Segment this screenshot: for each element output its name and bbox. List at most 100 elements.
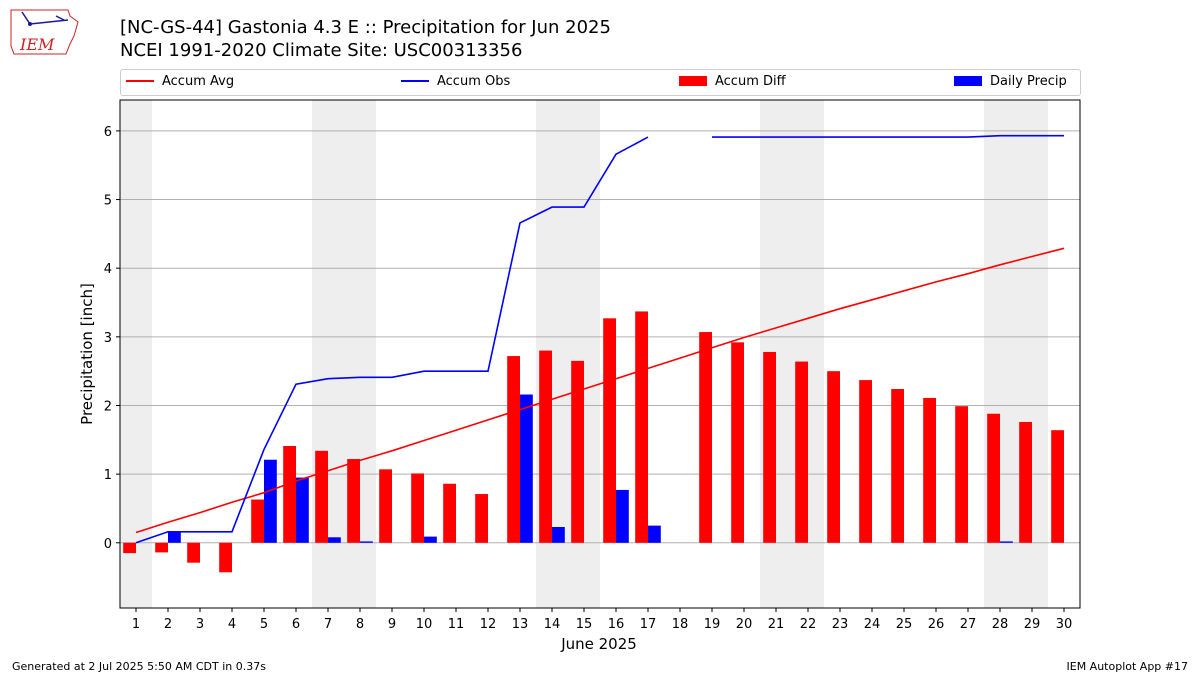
accum-diff-bar-14 (539, 350, 552, 543)
x-tick-label-27: 27 (960, 617, 977, 632)
y-tick-label-4: 4 (104, 262, 112, 277)
accum-diff-bar-27 (955, 406, 968, 543)
accum-diff-bar-6 (283, 445, 296, 543)
legend: Accum Avg Accum Obs Accum Diff Daily Pre… (120, 69, 1081, 96)
daily-precip-bar-6 (296, 477, 309, 543)
accum-diff-bar-20 (731, 342, 744, 543)
iowa-outline (10, 9, 79, 55)
y-tick-label-1: 1 (104, 468, 112, 483)
x-tick-label-5: 5 (260, 617, 268, 632)
x-tick-label-15: 15 (576, 617, 593, 632)
accum-diff-bar-22 (795, 361, 808, 543)
accum-diff-bar-21 (763, 351, 776, 543)
daily-precip-bar-2 (168, 531, 181, 543)
weekend-band-7 (312, 100, 344, 608)
legend-item-accum-diff: Accum Diff (679, 74, 786, 90)
accum-diff-bar-1 (123, 542, 136, 554)
x-tick-label-23: 23 (832, 617, 849, 632)
y-tick-label-0: 0 (104, 537, 112, 552)
footer-generated: Generated at 2 Jul 2025 5:50 AM CDT in 0… (12, 660, 266, 673)
footer-app: IEM Autoplot App #17 (1066, 660, 1189, 673)
daily-precip-bar-16 (616, 489, 629, 543)
weekend-band-15 (568, 100, 600, 608)
x-tick-label-10: 10 (416, 617, 433, 632)
x-tick-label-8: 8 (356, 617, 364, 632)
x-tick-label-16: 16 (608, 617, 625, 632)
x-tick-label-22: 22 (800, 617, 817, 632)
accum-diff-bar-13 (507, 356, 520, 543)
x-tick-label-11: 11 (448, 617, 465, 632)
daily-precip-bar-5 (264, 459, 277, 543)
accum-diff-bar-23 (827, 371, 840, 543)
x-tick-label-25: 25 (896, 617, 913, 632)
accum-diff-bar-4 (219, 542, 232, 573)
legend-swatch-accum-obs (401, 79, 429, 82)
accum-diff-bar-30 (1051, 430, 1064, 543)
x-tick-label-29: 29 (1024, 617, 1041, 632)
x-tick-label-17: 17 (640, 617, 657, 632)
y-tick-label-3: 3 (104, 331, 112, 346)
weekend-band-29 (1016, 100, 1048, 608)
accum-diff-bar-11 (443, 483, 456, 543)
accum-diff-bar-26 (923, 397, 936, 543)
x-tick-label-19: 19 (704, 617, 721, 632)
daily-precip-bar-7 (328, 537, 341, 543)
chart-subtitle: NCEI 1991-2020 Climate Site: USC00313356 (120, 40, 523, 61)
accum-diff-bar-8 (347, 459, 360, 543)
daily-precip-bar-8 (360, 541, 373, 543)
daily-precip-bar-10 (424, 536, 437, 543)
iem-logo: IEM (10, 9, 79, 55)
x-tick-label-4: 4 (228, 617, 236, 632)
x-tick-label-12: 12 (480, 617, 497, 632)
weekend-band-1 (120, 100, 152, 608)
chart-title: [NC-GS-44] Gastonia 4.3 E :: Precipitati… (120, 17, 611, 38)
y-axis-label: Precipitation [inch] (78, 283, 96, 425)
x-tick-label-6: 6 (292, 617, 300, 632)
y-tick-label-2: 2 (104, 399, 112, 414)
legend-swatch-daily-precip (954, 75, 982, 86)
legend-item-daily-precip: Daily Precip (954, 74, 1067, 90)
legend-item-accum-obs: Accum Obs (401, 74, 510, 90)
accum-diff-bar-15 (571, 360, 584, 543)
weekend-band-21 (760, 100, 792, 608)
accum-diff-bar-29 (1019, 421, 1032, 543)
accum-diff-bar-16 (603, 318, 616, 543)
logo-text: IEM (19, 35, 55, 54)
y-tick-label-6: 6 (104, 125, 112, 140)
legend-label-daily-precip: Daily Precip (990, 74, 1067, 89)
legend-label-accum-avg: Accum Avg (162, 74, 235, 89)
x-axis-label: June 2025 (560, 635, 637, 653)
x-tick-label-2: 2 (164, 617, 172, 632)
accum-diff-bar-12 (475, 494, 488, 543)
x-tick-label-13: 13 (512, 617, 529, 632)
accum-diff-bar-28 (987, 413, 1000, 543)
accum-diff-bar-10 (411, 473, 424, 543)
accum-diff-bar-25 (891, 389, 904, 543)
legend-label-accum-diff: Accum Diff (715, 74, 786, 89)
daily-precip-bar-13 (520, 394, 533, 543)
x-tick-label-7: 7 (324, 617, 332, 632)
legend-swatch-accum-diff (679, 75, 707, 86)
x-tick-label-26: 26 (928, 617, 945, 632)
daily-precip-bar-28 (1000, 541, 1013, 543)
x-tick-label-30: 30 (1056, 617, 1073, 632)
x-tick-label-21: 21 (768, 617, 785, 632)
accum-diff-bar-24 (859, 380, 872, 543)
x-tick-label-18: 18 (672, 617, 689, 632)
accum-diff-bar-17 (635, 311, 648, 543)
weekend-band-8 (344, 100, 376, 608)
x-tick-label-14: 14 (544, 617, 561, 632)
weekend-band-22 (792, 100, 824, 608)
weekend-band-28 (984, 100, 1016, 608)
accum-diff-bar-9 (379, 469, 392, 543)
legend-label-accum-obs: Accum Obs (437, 74, 511, 89)
daily-precip-bar-14 (552, 526, 565, 543)
daily-precip-bar-17 (648, 525, 661, 543)
y-tick-label-5: 5 (104, 194, 112, 209)
accum-diff-bar-5 (251, 499, 264, 543)
accum-obs-line-segment-1 (135, 136, 649, 544)
legend-item-accum-avg: Accum Avg (126, 74, 234, 90)
accum-diff-bar-7 (315, 450, 328, 543)
x-tick-label-1: 1 (132, 617, 140, 632)
